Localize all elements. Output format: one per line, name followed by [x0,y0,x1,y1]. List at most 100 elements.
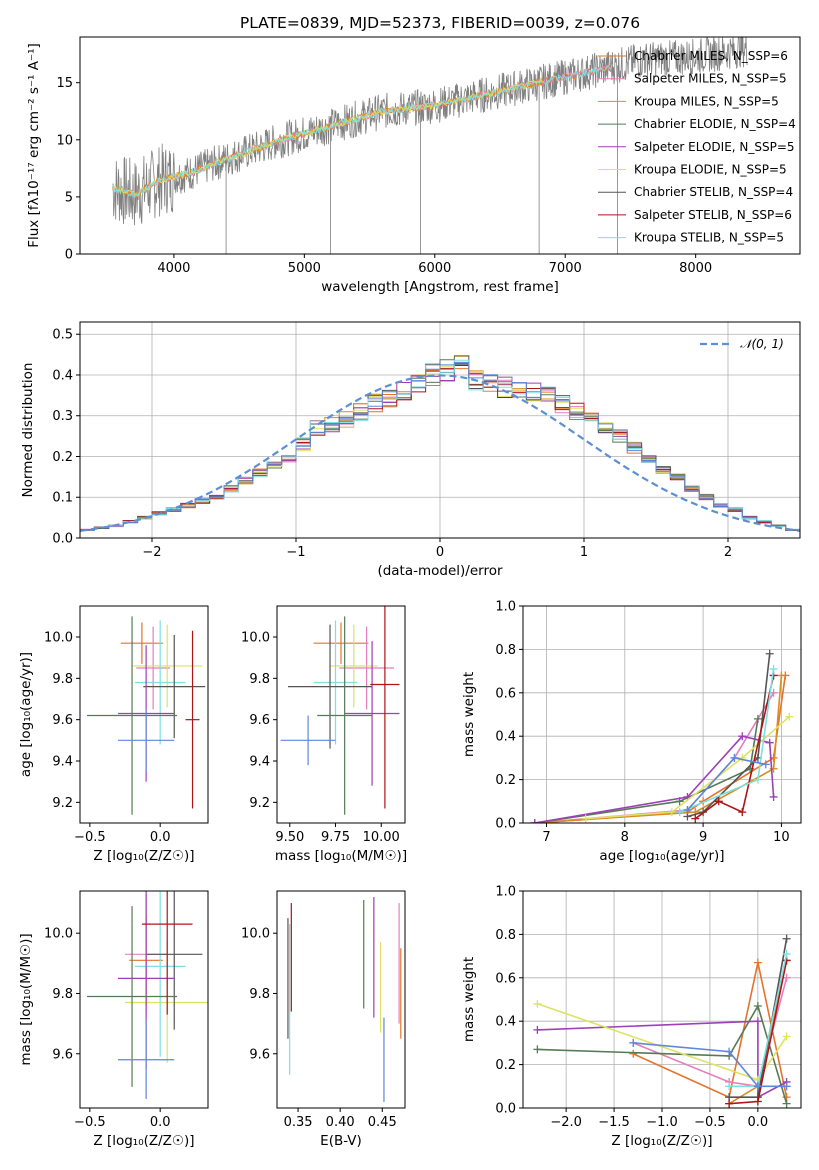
legend-label: 𝒩(0, 1) [740,337,784,351]
y-tick-label: 5 [65,190,73,205]
y-axis-label: mass weight [461,672,477,757]
y-tick-label: 9.4 [249,755,270,770]
y-tick-label: 0.2 [495,773,516,788]
y-tick-label: 1.0 [495,885,516,900]
y-tick-label: 1.0 [495,600,516,615]
x-axis-label: (data-model)/error [377,563,503,579]
y-tick-label: 0.6 [495,971,516,986]
legend-label: Kroupa STELIB, N_SSP=5 [634,231,784,245]
plot-area [87,891,208,1099]
x-tick-label: −1.5 [598,1115,630,1130]
data-point [725,1099,734,1108]
y-axis-label: Flux [fλ10⁻¹⁷ erg cm⁻² s⁻¹ A⁻¹] [26,43,42,248]
panels: Chabrier MILES, N_SSP=6 Salpeter MILES, N… [18,36,802,1149]
y-tick-label: 15 [56,76,73,91]
series-line [633,1042,787,1088]
y-axis-label: mass [log₁₀(M/M☉)] [18,933,34,1065]
data-point [761,760,770,769]
plot-area [80,355,800,532]
x-tick-label: 0.35 [284,1115,313,1130]
data-point [683,805,692,814]
series-line [687,653,771,818]
panel-mass_weight_vs_Z: −2.0 −1.5 −1.0 −0.5 0.0 0.0 0.2 0.4 0.6 0.8 1.0 Z [… [461,885,802,1149]
x-tick-label: 1 [580,545,588,560]
x-tick-label: 0.0 [748,1115,769,1130]
legend-label: Kroupa ELODIE, N_SSP=5 [634,163,787,177]
x-tick-label: 9 [699,830,707,845]
data-point [782,1032,791,1041]
data-point [782,949,791,958]
y-tick-label: 0.1 [52,491,73,506]
data-point [667,808,676,817]
x-tick-label: 9.50 [275,830,304,845]
x-tick-label: −1 [286,545,305,560]
legend-label: Chabrier STELIB, N_SSP=4 [634,185,793,199]
observed-spectrum [112,37,748,226]
x-tick-label: 0.40 [326,1115,355,1130]
y-tick-label: 0.0 [52,532,73,547]
x-tick-label: 10.00 [363,830,400,845]
y-tick-label: 9.6 [52,713,73,728]
series-line [534,718,759,823]
plot-area [287,897,402,1102]
x-tick-label: 9.75 [321,830,350,845]
data-point [782,934,791,943]
data-point [533,1025,542,1034]
panel-mass_vs_ebv: 0.35 0.40 0.45 9.6 9.8 10.0 E(B-V) [241,890,406,1149]
data-point [725,1082,734,1091]
legend-label: Chabrier ELODIE, N_SSP=4 [634,117,796,131]
series-line [585,716,790,820]
y-tick-label: 9.8 [52,987,73,1002]
data-point [629,1038,638,1047]
legend-label: Salpeter MILES, N_SSP=5 [634,72,787,86]
data-point [533,999,542,1008]
x-tick-label: −0.5 [74,1115,106,1130]
y-tick-label: 10.0 [241,927,270,942]
x-tick-label: 8 [621,830,629,845]
panel-mass_weight_vs_age: 7 8 9 10 0.0 0.2 0.4 0.6 0.8 1.0 age [log₁₀(age/yr… [461,600,802,864]
x-tick-label: −2 [142,545,161,560]
plot-area [533,934,791,1108]
data-point [753,775,762,784]
y-tick-label: 9.4 [52,755,73,770]
data-point [769,792,778,801]
axes-frame [79,890,209,1109]
normal-curve [80,374,800,532]
y-tick-label: 9.6 [52,1047,73,1062]
y-tick-label: 0.0 [495,817,516,832]
plot-area [112,37,748,254]
data-point [714,797,723,806]
x-tick-label: −2.0 [550,1115,582,1130]
y-tick-label: 10.0 [44,927,73,942]
y-tick-label: 9.8 [249,672,270,687]
legend-label: Kroupa MILES, N_SSP=5 [634,94,779,108]
y-tick-label: 0.8 [495,928,516,943]
x-tick-label: 0 [436,545,444,560]
data-point [782,1099,791,1108]
y-tick-label: 0.3 [52,409,73,424]
data-point [785,712,794,721]
y-tick-label: 0.5 [52,328,73,343]
legend-label: Salpeter STELIB, N_SSP=6 [634,208,792,222]
data-point [738,753,747,762]
data-point [581,814,590,823]
data-point [675,808,684,817]
data-point [753,1017,762,1026]
y-tick-label: 9.2 [52,796,73,811]
x-tick-label: −0.5 [694,1115,726,1130]
axes-frame [522,605,802,824]
data-point [753,1097,762,1106]
y-tick-label: 10.0 [241,631,270,646]
x-tick-label: 0.0 [150,1115,171,1130]
data-point [730,753,739,762]
y-tick-label: 9.6 [249,713,270,728]
series-line [694,675,775,820]
x-tick-label: 0.45 [368,1115,397,1130]
series-line [537,1020,787,1099]
x-tick-label: 4000 [157,261,190,276]
x-axis-label: E(B-V) [320,1133,362,1149]
data-point [769,664,778,673]
data-point [629,1049,638,1058]
y-axis-label: mass weight [461,957,477,1042]
